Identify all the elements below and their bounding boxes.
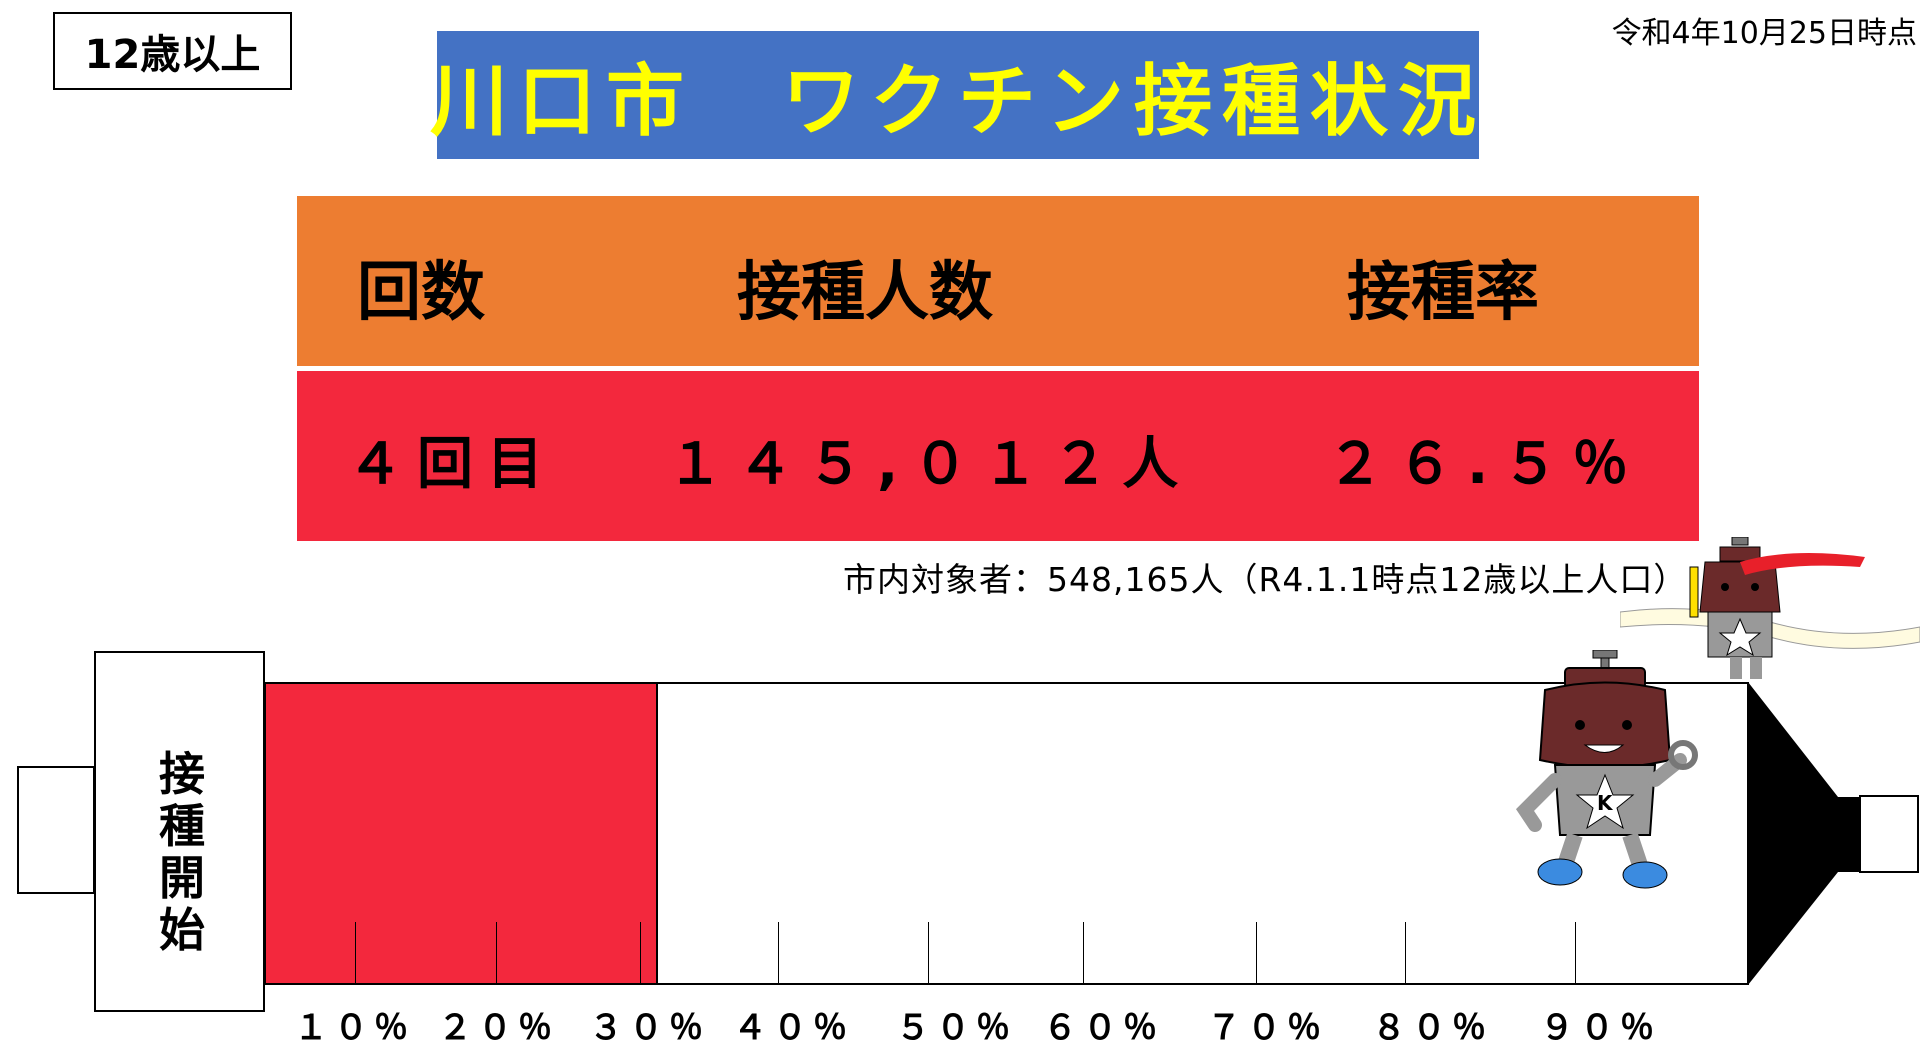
tick-mark xyxy=(1083,922,1084,985)
syringe-nozzle xyxy=(1748,682,1919,985)
header-count: 回数 xyxy=(357,256,485,330)
tick-mark xyxy=(496,922,497,985)
tick-mark xyxy=(928,922,929,985)
tick-mark xyxy=(1405,922,1406,985)
tick-label: ９０％ xyxy=(1540,1008,1660,1048)
cell-rate: ２６.５％ xyxy=(1327,432,1643,497)
tick-label: １０％ xyxy=(294,1008,414,1048)
tick-label: ７０％ xyxy=(1207,1008,1327,1048)
tick-label: ４０％ xyxy=(733,1008,853,1048)
cell-people-count: １４５,０１２人 xyxy=(667,432,1193,497)
cell-dose-count: ４回目 xyxy=(347,432,557,497)
tick-label: ６０％ xyxy=(1043,1008,1163,1048)
header-rate: 接種率 xyxy=(1347,256,1539,330)
finish-line-mascot-icon xyxy=(1620,537,1920,679)
syringe-plunger-head xyxy=(94,651,265,1012)
page-title: 川口市 ワクチン接種状況 xyxy=(430,31,1479,159)
header-people: 接種人数 xyxy=(737,256,993,330)
table-header-row: 回数 接種人数 接種率 xyxy=(297,196,1699,366)
tick-label: ２０％ xyxy=(438,1008,558,1048)
tick-mark xyxy=(1575,922,1576,985)
start-label: 接種開始 xyxy=(159,747,205,957)
tick-mark xyxy=(640,922,641,985)
svg-text:K: K xyxy=(1597,791,1614,815)
as-of-date: 令和4年10月25日時点 xyxy=(1611,16,1917,51)
tick-mark xyxy=(355,922,356,985)
table-row: ４回目 １４５,０１２人 ２６.５％ xyxy=(297,371,1699,541)
target-population-note: 市内対象者：548,165人（R4.1.1時点12歳以上人口） xyxy=(843,560,1688,599)
tick-label: ３０％ xyxy=(589,1008,709,1048)
tick-label: ８０％ xyxy=(1372,1008,1492,1048)
age-badge: 12歳以上 xyxy=(53,12,292,90)
syringe-plunger-end xyxy=(17,766,95,894)
tick-label: ５０％ xyxy=(896,1008,1016,1048)
tick-mark xyxy=(1256,922,1257,985)
running-kettle-mascot-icon: K xyxy=(1515,650,1698,889)
tick-mark xyxy=(778,922,779,985)
progress-fill xyxy=(264,682,658,985)
